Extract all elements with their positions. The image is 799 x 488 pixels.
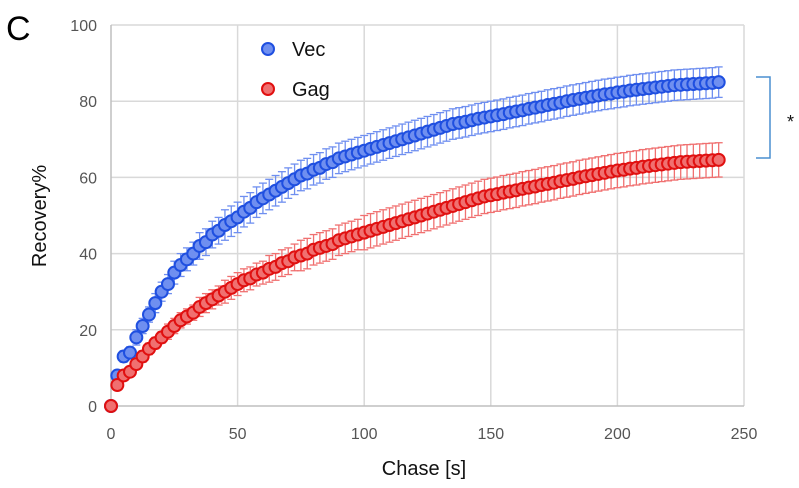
data-point (141, 307, 156, 322)
data-point (711, 75, 726, 90)
x-tick-label: 0 (107, 426, 116, 443)
data-point (122, 345, 137, 360)
legend-marker-vec (261, 42, 275, 56)
legend-label-gag: Gag (292, 79, 330, 101)
points-vec (104, 75, 726, 413)
data-point (129, 330, 144, 345)
series-vec (104, 66, 726, 413)
x-tick-label: 200 (604, 426, 631, 443)
x-tick-label: 250 (731, 426, 758, 443)
panel-label: C (6, 10, 31, 48)
axes (110, 25, 744, 407)
error-bars-gag (113, 142, 723, 388)
legend: Vec Gag (261, 39, 330, 101)
data-point (160, 277, 175, 292)
y-tick-label: 40 (79, 247, 97, 264)
y-tick-labels: 0 20 40 60 80 100 (70, 18, 97, 416)
data-point (135, 318, 150, 333)
significance-bracket (756, 76, 771, 159)
y-tick-label: 0 (88, 399, 97, 416)
x-axis-title: Chase [s] (382, 458, 466, 480)
series-layer (104, 66, 726, 413)
data-point (110, 378, 125, 393)
series-gag (104, 142, 726, 413)
data-point (148, 296, 163, 311)
x-tick-labels: 0 50 100 150 200 250 (107, 426, 758, 443)
x-tick-label: 50 (229, 426, 247, 443)
y-tick-label: 20 (79, 323, 97, 340)
data-point (104, 399, 118, 413)
significance-mark: * (787, 112, 794, 132)
x-tick-label: 150 (477, 426, 504, 443)
legend-marker-gag (261, 82, 275, 96)
y-tick-label: 80 (79, 94, 97, 111)
y-tick-label: 60 (79, 170, 97, 187)
y-tick-label: 100 (70, 18, 97, 35)
points-gag (104, 152, 726, 413)
legend-label-vec: Vec (292, 39, 325, 61)
y-axis-title: Recovery% (29, 165, 51, 267)
x-tick-label: 100 (351, 426, 378, 443)
data-point (711, 152, 726, 167)
